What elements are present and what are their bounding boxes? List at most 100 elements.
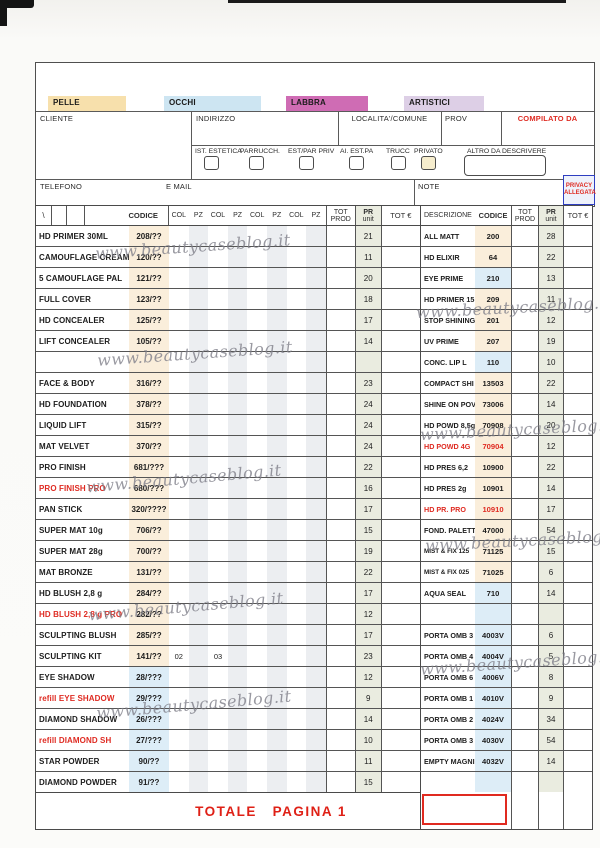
pz-cell — [266, 457, 287, 477]
pz-cell — [188, 730, 209, 750]
product-row: LIFT CONCEALER 105/?? 14 — [36, 331, 420, 352]
product-row: UV PRIME 207 19 — [421, 331, 592, 352]
tot-eur-cell — [563, 247, 592, 267]
pr-unit-value: 14 — [539, 583, 563, 603]
tot-eur-cell — [380, 520, 420, 540]
col-cell — [169, 352, 189, 372]
product-name: LIQUID LIFT — [39, 420, 87, 430]
col-cell — [287, 709, 307, 729]
checkbox-ai-est-pa — [349, 156, 364, 170]
divider — [501, 111, 502, 145]
pz-cell — [306, 394, 326, 414]
pz-cell — [266, 646, 287, 666]
pz-cell — [227, 772, 248, 793]
tot-prod-cell — [511, 751, 539, 771]
checkbox-trucc — [391, 156, 406, 170]
product-code: 90/?? — [129, 751, 169, 771]
pz-cell — [227, 730, 248, 750]
product-row — [421, 604, 592, 625]
pr-unit-value: 22 — [355, 562, 381, 582]
pr-unit-value: 12 — [539, 436, 563, 456]
email-label: E MAIL — [166, 182, 192, 191]
localita-label: LOCALITA'/COMUNE — [351, 114, 428, 123]
product-name — [421, 604, 475, 624]
product-code: 4010V — [475, 688, 511, 708]
product-row: PORTA OMB 4 4004V 5 — [421, 646, 592, 667]
tot-prod-cell — [511, 310, 539, 330]
product-code: 681/??? — [129, 457, 169, 477]
pr-unit-value: 24 — [355, 415, 381, 435]
product-row: AQUA SEAL 710 14 — [421, 583, 592, 604]
col-cell — [247, 331, 267, 351]
tot-eur-cell — [563, 226, 592, 246]
col-cell — [169, 688, 189, 708]
col-cell — [208, 310, 228, 330]
col-cell — [287, 352, 307, 372]
col-cell — [287, 415, 307, 435]
product-code: 121/?? — [129, 268, 169, 288]
product-name: HD PR. PRO — [424, 504, 466, 514]
col-cell — [169, 247, 189, 267]
tot-prod-cell — [325, 457, 356, 477]
pz-cell — [227, 667, 248, 687]
tot-eur-header: TOT € — [563, 206, 592, 225]
pz-cell — [306, 457, 326, 477]
tot-prod-cell — [325, 520, 356, 540]
pz-cell — [266, 247, 287, 267]
col-cell — [208, 247, 228, 267]
product-code: 4004V — [475, 646, 511, 666]
tot-eur-cell — [563, 751, 592, 771]
pz-cell — [306, 709, 326, 729]
right-table-header: DESCRIZIONE CODICE TOT PROD PR unit TOT € — [421, 206, 592, 226]
pz-cell — [306, 562, 326, 582]
pz-cell — [227, 751, 248, 771]
tot-eur-cell — [380, 667, 420, 687]
col-cell — [208, 226, 228, 246]
col-cell — [208, 373, 228, 393]
col-cell — [287, 268, 307, 288]
col-cell — [208, 352, 228, 372]
tot-eur-cell — [380, 373, 420, 393]
pz-cell — [227, 289, 248, 309]
product-code: 316/?? — [129, 373, 169, 393]
product-name: HD FOUNDATION — [39, 399, 107, 409]
col-cell — [169, 415, 189, 435]
col-cell: 02 — [174, 651, 183, 661]
product-code: 110 — [475, 352, 511, 372]
col-cell — [169, 583, 189, 603]
pz-cell — [266, 751, 287, 771]
divider — [414, 179, 415, 206]
col-cell — [247, 499, 267, 519]
tot-prod-cell — [325, 751, 356, 771]
col-cell — [287, 373, 307, 393]
col-cell — [169, 772, 189, 793]
product-code: 26/??? — [129, 709, 169, 729]
col-cell — [287, 289, 307, 309]
checkbox-label: PRIVATO — [414, 148, 443, 155]
product-code: 284/?? — [129, 583, 169, 603]
pz-cell — [266, 352, 287, 372]
tot-prod-cell — [511, 730, 539, 750]
product-name: EMPTY MAGNI — [424, 756, 475, 766]
pz-cell — [227, 499, 248, 519]
col-cell — [208, 499, 228, 519]
product-name: SUPER MAT 10g — [39, 525, 103, 535]
tot-prod-cell — [511, 247, 539, 267]
product-row: PRO FINISH PRO 680/??? 16 — [36, 478, 420, 499]
product-row: SUPER MAT 28g 700/?? 19 — [36, 541, 420, 562]
pr-unit-value: 8 — [539, 667, 563, 687]
pr-unit-value: 23 — [355, 373, 381, 393]
tot-prod-cell — [511, 352, 539, 372]
pr-unit-value: 54 — [539, 730, 563, 750]
col-cell — [208, 751, 228, 771]
pr-unit-value: 15 — [355, 772, 381, 793]
tot-eur-cell — [563, 478, 592, 498]
tot-eur-cell — [563, 457, 592, 477]
indirizzo-label: INDIRIZZO — [196, 114, 236, 123]
product-name: FOND. PALETT — [424, 525, 475, 535]
tot-prod-cell — [511, 478, 539, 498]
pr-unit-value: 10 — [355, 730, 381, 750]
product-name: refill DIAMOND SH — [39, 735, 112, 745]
cliente-label: CLIENTE — [40, 114, 74, 123]
col-cell — [208, 478, 228, 498]
